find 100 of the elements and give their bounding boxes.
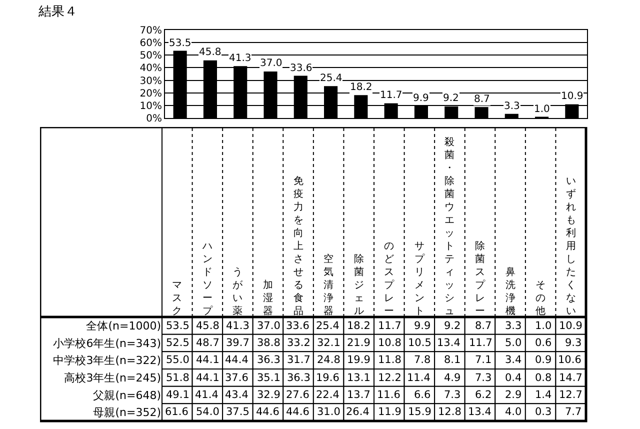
data-label: 10.9 — [559, 320, 582, 332]
data-label: 6.6 — [414, 389, 432, 401]
data-label: 61.6 — [165, 406, 189, 418]
data-label: 9.2 — [443, 93, 459, 104]
data-label: 48.7 — [196, 337, 220, 349]
data-label: 44.1 — [196, 354, 220, 366]
data-label: 44.6 — [286, 406, 310, 418]
data-label: 12.2 — [378, 372, 402, 384]
text: 結果４ — [37, 4, 78, 20]
data-label: 41.4 — [195, 389, 219, 401]
x-tick-label: 除菌スプレー — [475, 240, 486, 317]
data-label: 14.7 — [559, 372, 582, 384]
data-label: 11.7 — [380, 90, 402, 101]
data-label: 19.6 — [316, 372, 340, 384]
data-label: 49.1 — [166, 389, 190, 401]
data-label: 13.4 — [468, 406, 492, 418]
y-tick-label: 高校3年生(n=245) — [64, 372, 161, 385]
data-label: 19.9 — [347, 354, 370, 366]
data-label: 13.4 — [437, 337, 461, 349]
x-tick-label: うがい薬 — [232, 267, 244, 317]
data-label: 8.1 — [444, 354, 461, 366]
data-label: 35.1 — [257, 372, 280, 384]
category-label: 殺菌・除菌ウエットティッシュ — [444, 137, 455, 317]
data-label: 41.3 — [226, 320, 250, 332]
data-label: 0.3 — [535, 406, 552, 418]
y-tick-label: 60% — [140, 38, 162, 50]
data-label: 8.7 — [474, 94, 490, 105]
data-label: 39.7 — [226, 337, 250, 349]
data-label: 25.4 — [316, 320, 340, 332]
data-label: 9.2 — [444, 320, 461, 332]
data-label: 1.4 — [535, 389, 552, 401]
data-label: 33.6 — [290, 63, 312, 74]
data-label: 9.3 — [565, 337, 582, 349]
data-label: 0.4 — [505, 372, 522, 384]
category-label: いずれも利用したくない — [566, 176, 576, 317]
data-label: 33.6 — [286, 320, 310, 332]
data-label: 11.9 — [378, 406, 402, 418]
x-tick-label: 空気清浄器 — [324, 253, 334, 317]
data-label: 44.4 — [225, 354, 249, 366]
data-label: 6.2 — [475, 389, 492, 401]
data-label: 31.7 — [287, 354, 310, 366]
data-label: 10.6 — [558, 354, 582, 366]
y-tick-label: 母親(n=352) — [93, 406, 161, 420]
data-label: 11.7 — [378, 320, 402, 332]
x-tick-label: マスク — [172, 280, 182, 317]
data-label: 44.1 — [196, 372, 220, 384]
data-label: 37.5 — [226, 406, 250, 418]
data-label: 25.4 — [320, 73, 342, 84]
data-label: 1.0 — [534, 104, 550, 115]
y-tick-label: 中学校3年生(n=322) — [53, 354, 161, 368]
data-label: 9.9 — [413, 93, 429, 104]
x-tick-label: 除菌ジェル — [354, 253, 364, 317]
data-label: 0.6 — [535, 337, 552, 349]
data-label: 18.2 — [350, 82, 372, 93]
data-label: 11.4 — [407, 372, 431, 384]
y-tick-label: 小学校6年生(n=343) — [53, 336, 161, 350]
data-label: 11.7 — [469, 337, 492, 349]
data-label: 41.3 — [229, 53, 252, 64]
data-label: 10.8 — [378, 337, 402, 349]
y-tick-label: 全体(n=1000) — [86, 320, 161, 333]
data-label: 7.7 — [565, 406, 582, 418]
data-label: 38.8 — [257, 337, 280, 349]
y-tick-label: 30% — [140, 76, 162, 87]
data-label: 32.1 — [317, 337, 340, 349]
data-label: 33.2 — [287, 337, 310, 349]
data-label: 52.5 — [166, 337, 190, 349]
data-label: 2.9 — [505, 389, 522, 401]
data-label: 44.6 — [256, 406, 280, 418]
data-label: 37.0 — [257, 320, 280, 332]
data-label: 3.4 — [505, 354, 522, 366]
data-label: 7.1 — [475, 354, 492, 366]
data-label: 54.0 — [196, 406, 220, 418]
data-label: 53.5 — [169, 38, 192, 49]
y-tick-label: 70% — [140, 26, 162, 36]
y-tick-label: 20% — [140, 88, 162, 100]
data-label: 24.8 — [317, 354, 340, 366]
data-label: 43.4 — [225, 389, 249, 401]
data-label: 45.8 — [199, 47, 222, 58]
data-label: 18.2 — [347, 320, 370, 332]
data-label: 3.3 — [504, 101, 520, 112]
data-label: 45.8 — [196, 320, 220, 332]
data-label: 53.5 — [166, 320, 190, 332]
data-label: 37.0 — [260, 58, 282, 69]
data-label: 7.8 — [414, 354, 431, 366]
y-tick-label: 50% — [140, 50, 162, 62]
data-label: 3.3 — [505, 320, 522, 332]
y-tick-label: 0% — [146, 114, 162, 124]
x-tick-label: 加湿器 — [263, 279, 273, 317]
x-tick-label: のどスプレー — [384, 241, 396, 317]
data-label: 10.5 — [408, 337, 432, 349]
data-label: 4.9 — [444, 372, 461, 384]
data-label: 7.3 — [444, 389, 461, 401]
data-label: 8.7 — [475, 320, 492, 332]
data-label: 5.0 — [505, 337, 522, 349]
data-label: 10.9 — [561, 91, 584, 102]
data-label: 7.3 — [475, 372, 492, 384]
data-label: 12.8 — [438, 406, 462, 418]
data-label: 26.4 — [346, 406, 370, 418]
data-label: 13.7 — [347, 389, 370, 401]
data-label: 13.1 — [347, 372, 370, 384]
